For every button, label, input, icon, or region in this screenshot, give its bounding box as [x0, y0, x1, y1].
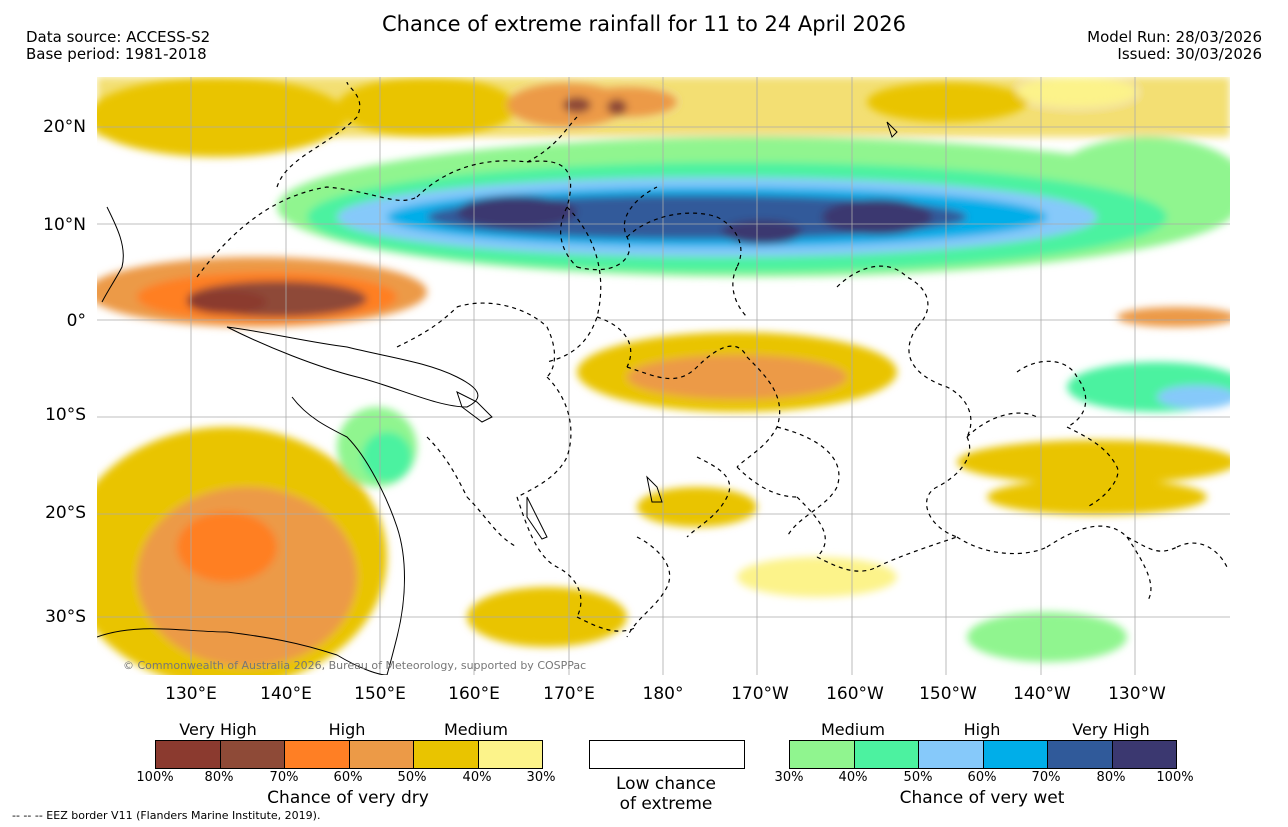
map-title: Chance of extreme rainfall for 11 to 24 …: [381, 12, 907, 36]
dry-category-label: Medium: [444, 720, 508, 739]
wet-percent-label: 100%: [1156, 770, 1194, 785]
dry-swatch: [478, 741, 542, 768]
wet-category-label: Very High: [1072, 720, 1150, 739]
lon-label: 130°W: [1108, 684, 1166, 704]
dry-legend-title: Chance of very dry: [267, 788, 429, 808]
neutral-swatch: [590, 741, 744, 768]
dry-swatch: [156, 741, 221, 768]
neutral-colorbar: [589, 740, 745, 769]
lon-label: 160°E: [448, 684, 500, 704]
dry-swatch: [285, 741, 350, 768]
dry-percent-label: 100%: [136, 770, 174, 785]
dry-percent-label: 40%: [462, 770, 492, 785]
dry-percent-label: 70%: [269, 770, 299, 785]
graticule: [97, 77, 1230, 675]
dry-swatch: [220, 741, 285, 768]
wet-swatch: [919, 741, 984, 768]
lat-label: 20°S: [45, 503, 86, 523]
coastlines: [97, 121, 898, 675]
wet-percent-label: 60%: [967, 770, 997, 785]
lon-label: 150°W: [919, 684, 977, 704]
neutral-legend-line2: of extreme: [619, 794, 713, 814]
lat-label: 20°N: [43, 117, 86, 137]
lon-label: 170°E: [543, 684, 595, 704]
lon-label: 140°E: [260, 684, 312, 704]
wet-swatch: [1048, 741, 1113, 768]
wet-legend-title: Chance of very wet: [899, 788, 1065, 808]
wet-percent-label: 70%: [1031, 770, 1061, 785]
lat-label: 10°N: [43, 215, 86, 235]
rainfall-fields: [97, 77, 1230, 675]
dry-percent-label: 30%: [526, 770, 556, 785]
issued-date: Issued: 30/03/2026: [1117, 45, 1262, 63]
lon-label: 180°: [642, 684, 684, 704]
wet-percent-label: 80%: [1096, 770, 1126, 785]
lon-label: 160°W: [826, 684, 884, 704]
lon-label: 150°E: [354, 684, 406, 704]
dry-colorbar: [155, 740, 543, 769]
neutral-legend-line1: Low chance: [616, 774, 716, 794]
copyright-notice: © Commonwealth of Australia 2026, Bureau…: [123, 659, 587, 672]
wet-category-label: High: [963, 720, 1001, 739]
wet-swatch: [790, 741, 855, 768]
dry-category-label: Very High: [179, 720, 257, 739]
wet-percent-label: 40%: [838, 770, 868, 785]
lat-label: 0°: [66, 311, 86, 331]
lon-label: 170°W: [731, 684, 789, 704]
wet-colorbar: [789, 740, 1177, 769]
model-run: Model Run: 28/03/2026: [1087, 28, 1262, 46]
lat-label: 10°S: [45, 405, 86, 425]
dry-percent-label: 80%: [204, 770, 234, 785]
dry-percent-label: 60%: [333, 770, 363, 785]
wet-percent-label: 50%: [903, 770, 933, 785]
wet-swatch: [983, 741, 1048, 768]
lon-label: 140°W: [1013, 684, 1071, 704]
dry-percent-label: 50%: [397, 770, 427, 785]
rainfall-map: [97, 77, 1230, 675]
wet-swatch: [1112, 741, 1176, 768]
map-canvas: [97, 77, 1230, 675]
wet-swatch: [854, 741, 919, 768]
wet-category-label: Medium: [821, 720, 885, 739]
lat-label: 30°S: [45, 607, 86, 627]
dry-swatch: [414, 741, 479, 768]
base-period: Base period: 1981-2018: [26, 45, 207, 63]
data-source: Data source: ACCESS-S2: [26, 28, 211, 46]
eez-borders: [196, 81, 1228, 638]
lon-label: 130°E: [165, 684, 217, 704]
wet-percent-label: 30%: [774, 770, 804, 785]
dry-category-label: High: [328, 720, 366, 739]
eez-footnote: -- -- -- EEZ border V11 (Flanders Marine…: [12, 809, 321, 822]
dry-swatch: [349, 741, 414, 768]
